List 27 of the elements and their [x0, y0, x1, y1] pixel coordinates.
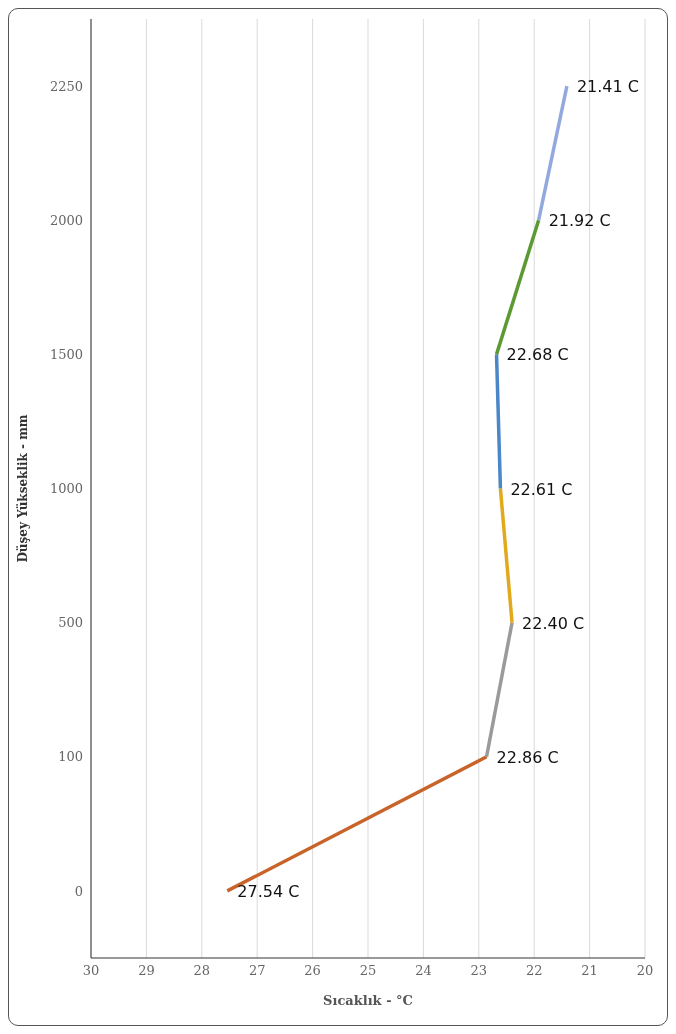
x-tick-label: 29 [138, 963, 155, 979]
x-tick-label: 28 [193, 963, 211, 979]
x-tick-label: 25 [359, 963, 377, 979]
y-tick-label: 2250 [49, 78, 83, 94]
x-tick-label: 27 [248, 963, 266, 979]
y-tick-label: 1500 [49, 346, 83, 362]
data-label: 27.54 C [237, 881, 300, 901]
y-axis-title: Düşey Yükseklik - mm [16, 414, 31, 563]
data-label: 22.61 C [510, 479, 573, 499]
data-label: 22.40 C [522, 613, 585, 633]
x-tick-label: 21 [581, 963, 598, 979]
y-tick-label: 2000 [49, 212, 83, 228]
data-label: 22.68 C [506, 345, 569, 365]
x-tick-label: 24 [415, 963, 432, 979]
y-tick-label: 500 [58, 615, 83, 631]
x-tick-label: 30 [82, 963, 100, 979]
data-label: 21.92 C [548, 211, 611, 231]
x-axis-title: Sıcaklık - °C [323, 993, 413, 1008]
y-tick-label: 1000 [49, 481, 83, 497]
x-tick-label: 20 [636, 963, 654, 979]
x-tick-label: 23 [470, 963, 488, 979]
y-tick-label: 100 [58, 749, 83, 765]
x-tick-label: 26 [304, 963, 321, 979]
x-tick-label: 22 [525, 963, 543, 979]
data-label: 21.41 C [576, 77, 639, 97]
data-label: 22.86 C [496, 747, 559, 767]
y-tick-label: 0 [74, 883, 83, 899]
